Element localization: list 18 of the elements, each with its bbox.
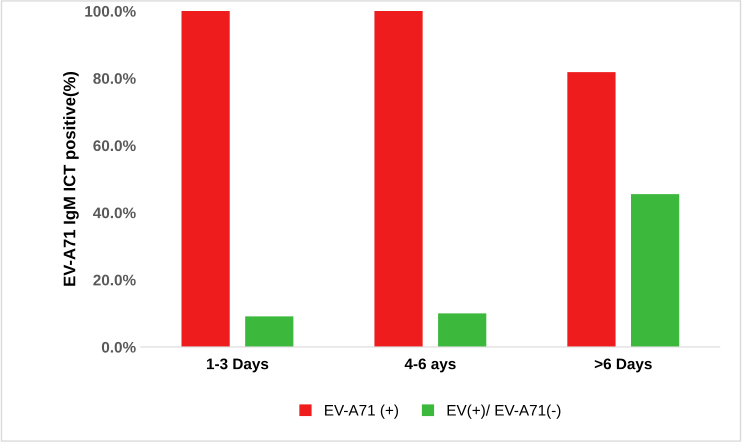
bar: [438, 313, 486, 347]
bar: [374, 11, 423, 347]
y-axis-title: EV-A71 IgM ICT positive(%): [63, 72, 79, 286]
bar: [181, 11, 230, 347]
y-tick-label: 20.0%: [93, 274, 136, 286]
bar: [245, 316, 294, 347]
x-tick-label: 4-6 ays: [404, 358, 456, 372]
legend-label: EV-A71 (+): [325, 404, 398, 419]
x-tick-label: 1-3 Days: [206, 358, 268, 372]
y-tick-label: 60.0%: [93, 140, 136, 152]
y-tick-label: 0.0%: [102, 342, 136, 353]
bar: [567, 72, 616, 347]
y-tick-label: 40.0%: [93, 207, 136, 218]
y-tick-label: 100.0%: [85, 6, 136, 17]
y-tick-label: 80.0%: [93, 73, 136, 84]
legend-label: EV(+)/ EV-A71(-): [448, 404, 560, 419]
bar: [630, 194, 680, 347]
x-tick-label: >6 Days: [594, 358, 652, 372]
